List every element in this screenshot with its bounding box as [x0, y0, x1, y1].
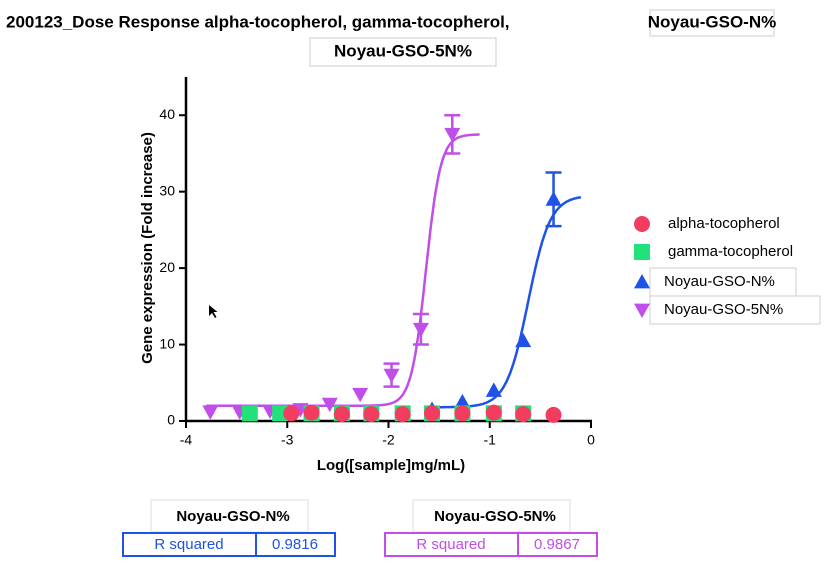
point — [272, 405, 289, 422]
y-tick-label: 40 — [159, 106, 175, 122]
legend-marker — [634, 303, 650, 318]
chart-title: 200123_Dose Response alpha-tocopherol, g… — [6, 12, 510, 31]
title-box — [649, 9, 775, 37]
x-tick-label: -2 — [382, 432, 395, 448]
y-tick-label: 0 — [167, 412, 175, 428]
table-box — [122, 532, 336, 557]
x-tick-label: 0 — [587, 432, 595, 448]
point — [515, 406, 532, 423]
y-tick-label: 20 — [159, 259, 175, 275]
point — [303, 404, 320, 421]
point — [321, 397, 338, 413]
table-title: Noyau-GSO-5N% — [434, 508, 556, 525]
legend-label: Noyau-GSO-N% — [664, 273, 775, 290]
x-axis-label: Log([sample]mg/mL) — [317, 457, 465, 474]
point — [485, 404, 502, 421]
point — [515, 332, 532, 348]
chart-title: Noyau-GSO-5N% — [334, 41, 472, 60]
table-label: R squared — [416, 536, 485, 553]
table-value: 0.9816 — [272, 536, 318, 553]
point — [352, 387, 369, 403]
y-axis-label: Gene expression (Fold increase) — [139, 132, 156, 364]
point — [363, 406, 380, 423]
point — [545, 406, 562, 423]
x-tick-label: -4 — [180, 432, 193, 448]
legend-box — [649, 295, 821, 325]
y-tick-label: 10 — [159, 335, 175, 351]
point — [485, 382, 502, 397]
point — [454, 393, 471, 409]
point — [202, 405, 219, 420]
y-tick-label: 30 — [159, 182, 175, 198]
title-box — [309, 37, 497, 67]
table-header-box — [150, 499, 309, 533]
fit-curve — [206, 133, 480, 407]
fit-curve — [429, 195, 582, 409]
x-tick-label: -3 — [281, 432, 294, 448]
point — [454, 405, 471, 422]
legend-marker — [634, 244, 650, 260]
point — [545, 191, 562, 206]
legend-marker — [634, 274, 650, 289]
legend-box — [649, 267, 797, 297]
point — [333, 406, 350, 423]
legend-label: gamma-tocopherol — [668, 243, 793, 260]
point — [383, 368, 400, 384]
table-label: R squared — [154, 536, 223, 553]
table-box — [384, 532, 598, 557]
point — [424, 405, 441, 422]
x-tick-label: -1 — [484, 432, 497, 448]
point — [394, 406, 411, 423]
legend-marker — [634, 216, 650, 232]
point — [412, 322, 429, 338]
table-value: 0.9867 — [534, 536, 580, 553]
point — [444, 127, 461, 143]
legend-label: Noyau-GSO-5N% — [664, 301, 783, 318]
point — [241, 405, 258, 422]
cursor — [209, 305, 218, 318]
point — [283, 405, 300, 422]
chart-title: Noyau-GSO-N% — [648, 12, 776, 31]
legend-label: alpha-tocopherol — [668, 215, 780, 232]
table-title: Noyau-GSO-N% — [176, 508, 289, 525]
